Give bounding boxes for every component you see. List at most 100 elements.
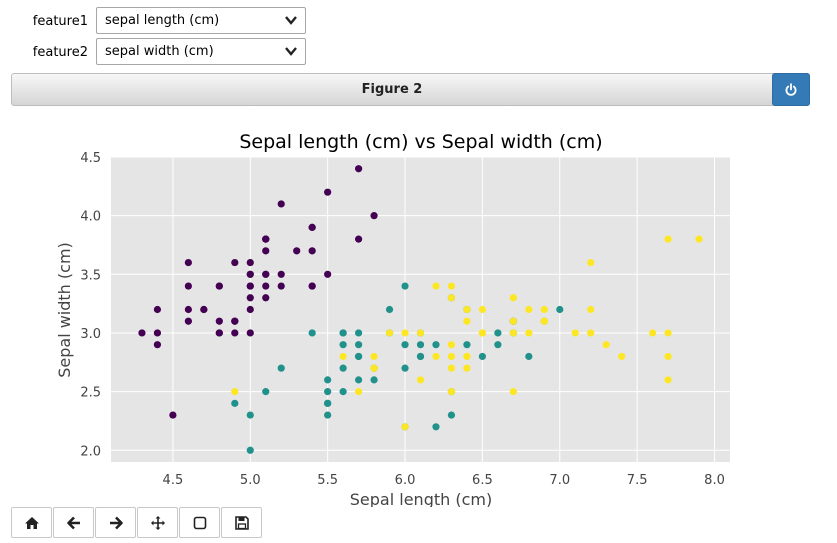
data-point bbox=[664, 329, 672, 337]
data-point bbox=[355, 341, 363, 349]
data-point bbox=[447, 388, 456, 396]
data-point bbox=[169, 411, 177, 419]
data-point bbox=[324, 411, 332, 419]
feature1-label: feature1 bbox=[32, 13, 88, 29]
scatter-plot[interactable]: Sepal length (cm) vs Sepal width (cm) 4.… bbox=[0, 120, 837, 507]
feature2-label: feature2 bbox=[32, 44, 88, 60]
data-point bbox=[246, 329, 254, 337]
feature2-select[interactable]: sepal width (cm) bbox=[96, 38, 306, 65]
x-tick-label: 7.0 bbox=[549, 473, 570, 488]
back-arrow-icon bbox=[66, 516, 80, 529]
data-point bbox=[138, 329, 146, 337]
back-button[interactable] bbox=[53, 507, 94, 538]
data-point bbox=[231, 329, 239, 337]
y-tick-label: 4.5 bbox=[80, 151, 101, 166]
x-tick-label: 7.5 bbox=[627, 473, 648, 488]
data-point bbox=[416, 341, 425, 349]
plot-toolbar bbox=[11, 507, 263, 538]
y-tick-label: 2.0 bbox=[80, 444, 101, 459]
data-point bbox=[324, 376, 332, 384]
x-tick-label: 5.5 bbox=[317, 473, 338, 488]
data-point bbox=[478, 352, 486, 361]
data-point bbox=[416, 352, 425, 361]
data-point bbox=[587, 329, 595, 337]
zoom-rect-button[interactable] bbox=[179, 507, 220, 538]
data-point bbox=[587, 258, 595, 267]
data-point bbox=[355, 376, 363, 384]
data-point bbox=[525, 352, 533, 361]
data-point bbox=[184, 258, 192, 267]
data-point bbox=[370, 212, 378, 220]
data-points bbox=[138, 165, 703, 454]
data-point bbox=[355, 352, 363, 361]
y-axis-label: Sepal width (cm) bbox=[55, 242, 74, 378]
data-point bbox=[432, 423, 440, 431]
forward-arrow-icon bbox=[109, 516, 123, 529]
y-tick-label: 3.0 bbox=[80, 327, 101, 342]
data-point bbox=[602, 341, 610, 349]
close-figure-button[interactable] bbox=[772, 73, 810, 106]
data-point bbox=[355, 165, 363, 173]
data-point bbox=[308, 282, 316, 290]
data-point bbox=[339, 388, 347, 396]
data-point bbox=[355, 235, 363, 243]
data-point bbox=[277, 364, 285, 372]
pan-button[interactable] bbox=[137, 507, 178, 538]
home-button[interactable] bbox=[11, 507, 52, 538]
data-point bbox=[401, 341, 409, 349]
data-point bbox=[447, 282, 456, 290]
data-point bbox=[587, 305, 595, 314]
data-point bbox=[664, 352, 672, 361]
x-tick-label: 4.5 bbox=[163, 473, 184, 488]
data-point bbox=[200, 305, 208, 314]
data-point bbox=[184, 282, 192, 290]
data-point bbox=[153, 329, 162, 337]
data-point bbox=[339, 329, 347, 337]
figure-header: Figure 2 bbox=[11, 73, 810, 106]
data-point bbox=[416, 329, 425, 337]
data-point bbox=[246, 294, 254, 302]
data-point bbox=[463, 341, 471, 349]
data-point bbox=[324, 188, 332, 196]
data-point bbox=[153, 341, 162, 349]
data-point bbox=[184, 305, 192, 314]
data-point bbox=[277, 282, 285, 290]
data-point bbox=[308, 223, 316, 231]
data-point bbox=[324, 270, 332, 278]
data-point bbox=[478, 329, 486, 337]
data-point bbox=[447, 411, 456, 419]
save-button[interactable] bbox=[221, 507, 262, 538]
data-point bbox=[215, 282, 223, 290]
forward-button[interactable] bbox=[95, 507, 136, 538]
data-point bbox=[432, 352, 440, 361]
data-point bbox=[262, 282, 270, 290]
data-point bbox=[695, 235, 703, 243]
data-point bbox=[355, 329, 363, 337]
data-point bbox=[153, 305, 162, 314]
data-point bbox=[447, 352, 456, 361]
data-point bbox=[649, 329, 657, 337]
data-point bbox=[432, 282, 440, 290]
chevron-down-icon bbox=[285, 47, 297, 56]
data-point bbox=[262, 235, 270, 243]
data-point bbox=[231, 317, 239, 325]
data-point bbox=[246, 305, 254, 314]
data-point bbox=[246, 270, 254, 278]
feature1-select[interactable]: sepal length (cm) bbox=[96, 7, 306, 34]
data-point bbox=[246, 446, 254, 454]
data-point bbox=[277, 200, 285, 208]
data-point bbox=[401, 282, 409, 290]
data-point bbox=[494, 341, 502, 349]
data-point bbox=[231, 399, 239, 407]
save-icon bbox=[234, 515, 249, 530]
x-tick-label: 6.0 bbox=[395, 473, 416, 488]
data-point bbox=[231, 258, 239, 267]
data-point bbox=[447, 341, 456, 349]
data-point bbox=[215, 329, 223, 337]
data-point bbox=[262, 294, 270, 302]
data-point bbox=[246, 282, 254, 290]
power-icon bbox=[785, 82, 797, 96]
x-tick-label: 5.0 bbox=[240, 473, 261, 488]
y-tick-label: 2.5 bbox=[80, 386, 101, 401]
home-icon bbox=[24, 516, 39, 529]
